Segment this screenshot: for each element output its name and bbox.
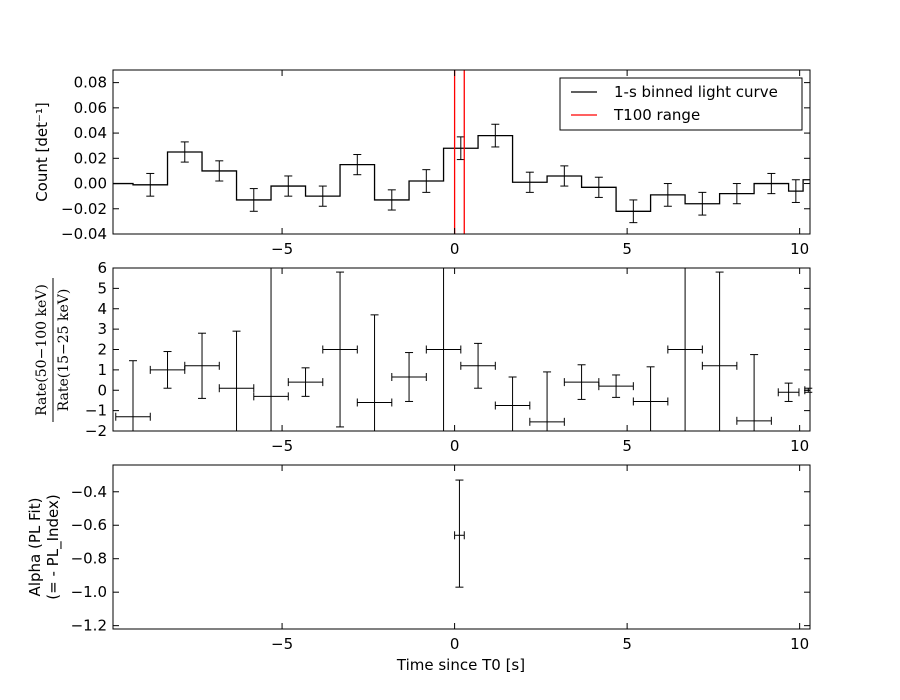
hardness-ratio-frame	[112, 267, 811, 432]
hardness-ratio-ylabel-denominator: Rate(15−25 keV)	[56, 289, 72, 412]
alpha-plot-area	[454, 479, 465, 588]
x-tick-label: 5	[622, 635, 632, 653]
alpha-ylabel-line2: (= - PL_Index)	[44, 494, 63, 599]
y-tick-label: 3	[97, 320, 107, 338]
light-curve-frame	[112, 69, 811, 235]
y-tick-label: −0.04	[61, 225, 107, 243]
legend-box	[559, 77, 803, 131]
y-tick-label: −0.02	[61, 200, 107, 218]
hardness-ratio-plot-area	[115, 268, 813, 431]
y-tick-label: 0.06	[74, 99, 107, 117]
x-axis-title: Time since T0 [s]	[396, 656, 525, 674]
light-curve-step-line	[113, 134, 810, 212]
alpha-ticks: −5 0 5 10 −1.2 −1.0 −0.8 −0.6 −0.4	[71, 465, 810, 653]
y-tick-label: 0.00	[74, 175, 107, 193]
light-curve-plot-area	[113, 70, 810, 234]
x-tick-label: 0	[450, 635, 460, 653]
hardness-ratio-panel: −5 0 5 10 −2 −1 0 1 2 3 4 5 6 Rate(50−100 keV) Rate(…	[34, 259, 813, 455]
y-tick-label: 5	[97, 279, 107, 297]
x-tick-label: 5	[622, 437, 632, 455]
y-tick-label: −0.6	[71, 516, 107, 534]
hardness-ratio-ylabel-numerator: Rate(50−100 keV)	[34, 284, 50, 416]
alpha-frame	[112, 464, 811, 630]
y-tick-label: 4	[97, 300, 107, 318]
y-tick-label: 1	[97, 361, 107, 379]
y-tick-label: −0.4	[71, 483, 107, 501]
y-tick-label: −2	[85, 422, 107, 440]
alpha-panel: −5 0 5 10 −1.2 −1.0 −0.8 −0.6 −0.4 Alpha (PL Fit…	[26, 464, 811, 674]
alpha-ylabel-line1: Alpha (PL Fit)	[26, 498, 44, 597]
y-tick-label: 0.02	[74, 149, 107, 167]
light-curve-ylabel: Count [det⁻¹]	[33, 102, 51, 202]
legend-label-t100: T100 range	[613, 106, 700, 124]
y-tick-label: −1	[85, 402, 107, 420]
x-tick-label: −5	[271, 635, 293, 653]
y-tick-label: 2	[97, 341, 107, 359]
y-tick-label: 6	[97, 259, 107, 277]
light-curve-ticks: −5 0 5 10 −0.04 −0.02 0.00 0.02 0.04 0.06 0.08	[61, 70, 810, 258]
x-tick-label: 10	[790, 635, 809, 653]
x-tick-label: 10	[790, 240, 809, 258]
y-tick-label: −1.2	[71, 617, 107, 635]
x-tick-label: 10	[790, 437, 809, 455]
y-tick-label: 0	[97, 381, 107, 399]
y-tick-label: −1.0	[71, 583, 107, 601]
y-tick-label: 0.04	[74, 124, 107, 142]
x-tick-label: 5	[622, 240, 632, 258]
hardness-ratio-ticks: −5 0 5 10 −2 −1 0 1 2 3 4 5 6	[85, 259, 810, 455]
light-curve-panel: −5 0 5 10 −0.04 −0.02 0.00 0.02 0.04 0.06 0.08 Cou…	[33, 69, 811, 258]
x-tick-label: −5	[271, 437, 293, 455]
x-tick-label: 0	[450, 437, 460, 455]
x-tick-label: 0	[450, 240, 460, 258]
y-tick-label: −0.8	[71, 550, 107, 568]
legend-label-light-curve: 1-s binned light curve	[614, 83, 778, 101]
hardness-ratio-ylabel: Rate(50−100 keV) Rate(15−25 keV)	[34, 278, 72, 422]
x-tick-label: −5	[271, 240, 293, 258]
y-tick-label: 0.08	[74, 74, 107, 92]
legend: 1-s binned light curve T100 range	[559, 77, 803, 131]
